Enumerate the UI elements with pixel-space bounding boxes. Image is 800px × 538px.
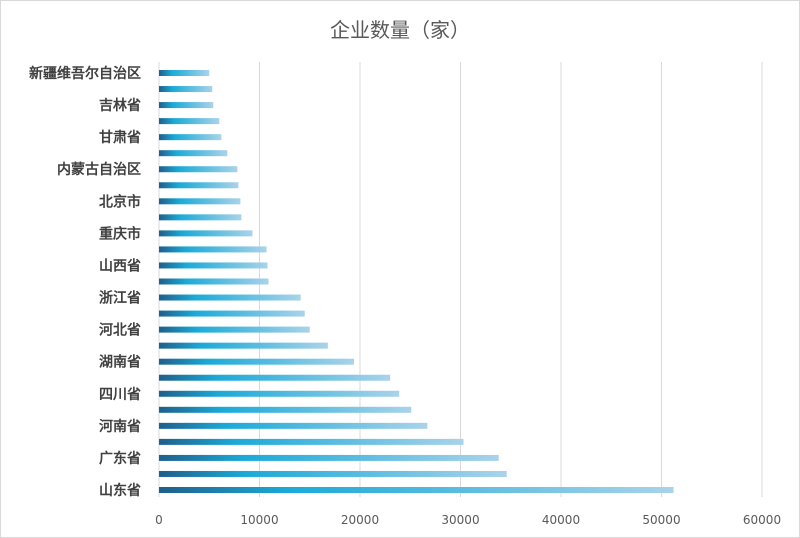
y-tick-label: 新疆维吾尔自治区	[29, 65, 141, 82]
x-tick-label: 20000	[341, 513, 379, 527]
y-tick-label: 内蒙古自治区	[57, 161, 141, 178]
bar	[159, 214, 242, 221]
y-axis-labels: 山东省 广东省 河南省 四川省 湖南省 河北省 浙江省 山西省 重庆市 北京市 内蒙古自治区 甘肃省 吉…	[29, 65, 141, 499]
x-tick-label: 60000	[743, 513, 781, 527]
bar	[159, 438, 464, 445]
bar	[159, 390, 400, 397]
y-tick-label: 河北省	[99, 322, 141, 339]
y-tick-label: 甘肃省	[99, 129, 141, 146]
bar	[159, 278, 269, 285]
bar	[159, 70, 210, 76]
x-tick-label: 30000	[441, 513, 479, 527]
bar	[159, 118, 220, 125]
bar	[159, 374, 391, 381]
bars	[159, 70, 674, 493]
bar	[159, 134, 222, 141]
bar	[159, 230, 253, 237]
bar	[159, 86, 213, 93]
bar	[159, 470, 507, 477]
x-tick-label: 10000	[240, 513, 278, 527]
x-axis-labels: 0 10000 20000 30000 40000 50000 60000	[155, 513, 781, 527]
y-tick-label: 河南省	[99, 418, 141, 435]
bar	[159, 487, 674, 493]
bar	[159, 198, 241, 205]
y-tick-label: 广东省	[99, 450, 141, 467]
bar	[159, 342, 328, 349]
y-tick-label: 北京市	[99, 193, 141, 210]
y-tick-label: 山西省	[99, 257, 141, 274]
bar	[159, 150, 228, 157]
x-tick-label: 50000	[642, 513, 680, 527]
bar	[159, 406, 412, 413]
y-tick-label: 重庆市	[99, 225, 141, 242]
bar	[159, 246, 267, 253]
y-tick-label: 山东省	[99, 482, 141, 499]
bar	[159, 182, 239, 189]
x-tick-label: 0	[155, 513, 163, 527]
bar	[159, 326, 310, 333]
y-tick-label: 四川省	[99, 386, 141, 403]
bar	[159, 102, 214, 109]
bar	[159, 422, 428, 429]
y-tick-label: 吉林省	[99, 97, 141, 114]
x-tick-label: 40000	[542, 513, 580, 527]
bar	[159, 294, 301, 301]
bar	[159, 454, 499, 461]
bar	[159, 358, 354, 365]
bar	[159, 166, 238, 173]
y-tick-label: 浙江省	[99, 290, 141, 307]
bar	[159, 262, 268, 269]
bar	[159, 310, 305, 317]
chart-title: 企业数量（家）	[330, 18, 470, 42]
y-tick-label: 湖南省	[99, 354, 141, 371]
